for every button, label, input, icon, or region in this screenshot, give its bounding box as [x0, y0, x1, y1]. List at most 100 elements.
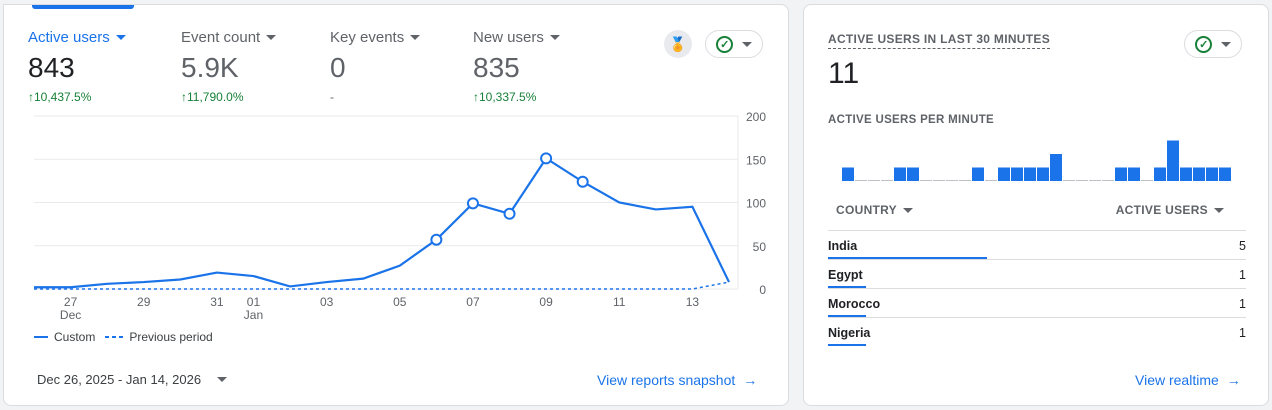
x-tick-label: 07 — [466, 295, 480, 309]
per-minute-bar-chart — [842, 140, 1231, 181]
minute-bar — [894, 167, 906, 181]
y-tick-label: 50 — [753, 240, 767, 254]
country-name: Morocco — [828, 297, 881, 311]
metric-value: 0 — [330, 52, 346, 83]
legend-label: Previous period — [129, 330, 213, 344]
view-realtime-link[interactable]: View realtime → — [1135, 372, 1241, 388]
arrow-up-icon: ↑ — [473, 90, 479, 104]
minute-bar — [842, 167, 854, 181]
caret-down-icon — [410, 35, 421, 40]
x-tick-label: 01 — [247, 295, 261, 309]
metric-label: Active users — [28, 29, 110, 46]
data-point-marker — [430, 233, 443, 246]
active-tab-indicator — [32, 5, 134, 9]
data-point-marker — [503, 207, 516, 220]
check-circle-icon: ✓ — [716, 35, 734, 53]
caret-down-icon — [741, 41, 752, 47]
share-bar — [828, 344, 866, 346]
share-bar — [828, 257, 987, 259]
x-tick-label: 13 — [686, 295, 700, 309]
metric-label: Key events — [330, 29, 405, 46]
table-row[interactable]: Egypt 1 — [828, 259, 1246, 288]
y-tick-label: 100 — [746, 197, 766, 211]
metric-value: 835 — [473, 52, 520, 83]
user-count: 1 — [1239, 297, 1246, 311]
date-range-picker[interactable]: Dec 26, 2025 - Jan 14, 2026 — [37, 372, 228, 387]
legend-previous: Previous period — [105, 330, 213, 344]
metric-delta: 11,790.0% — [187, 90, 244, 104]
minute-bar — [1050, 154, 1062, 181]
minute-bar — [1206, 167, 1218, 181]
data-quality-dropdown[interactable]: ✓ — [705, 30, 763, 58]
x-tick-sublabel: Jan — [244, 308, 263, 322]
user-count: 5 — [1239, 239, 1246, 253]
minute-bar — [998, 167, 1010, 181]
overview-card: Active users 843 ↑10,437.5% Event count … — [3, 4, 789, 406]
minute-bar — [1011, 167, 1023, 181]
metric-value: 5.9K — [181, 52, 239, 83]
insights-badge-icon[interactable]: 🏅 — [664, 30, 692, 58]
date-range-label: Dec 26, 2025 - Jan 14, 2026 — [37, 372, 202, 387]
share-bar — [828, 315, 866, 317]
metric-label: Event count — [181, 29, 261, 46]
realtime-title[interactable]: ACTIVE USERS IN LAST 30 MINUTES — [828, 32, 1050, 49]
caret-down-icon — [1214, 207, 1224, 213]
metric-delta: - — [330, 90, 334, 104]
share-bar — [828, 286, 866, 288]
minute-bar — [1037, 167, 1049, 181]
link-label: View reports snapshot — [597, 372, 736, 388]
country-name: India — [828, 239, 858, 253]
chart-legend: Custom Previous period — [34, 330, 213, 344]
caret-down-icon — [217, 377, 228, 382]
realtime-value: 11 — [828, 57, 860, 90]
x-tick-label: 29 — [137, 295, 151, 309]
minute-bar — [1115, 167, 1127, 181]
header-label: COUNTRY — [836, 203, 897, 217]
x-tick-label: 11 — [613, 295, 626, 309]
realtime-card: ACTIVE USERS IN LAST 30 MINUTES ✓ 11 ACT… — [803, 4, 1269, 406]
metric-delta: 10,437.5% — [34, 90, 92, 104]
y-tick-label: 150 — [746, 153, 766, 167]
metric-delta: 10,337.5% — [479, 90, 537, 104]
minute-bar — [1219, 167, 1231, 181]
caret-down-icon — [903, 207, 913, 213]
x-tick-label: 27 — [64, 295, 78, 309]
country-column-header[interactable]: COUNTRY — [836, 203, 913, 217]
arrow-right-icon: → — [743, 372, 758, 388]
view-reports-snapshot-link[interactable]: View reports snapshot → — [597, 372, 757, 388]
caret-down-icon — [549, 35, 560, 40]
metric-label: New users — [473, 29, 544, 46]
table-row[interactable]: Morocco 1 — [828, 288, 1246, 317]
data-point-marker — [540, 152, 553, 165]
arrow-right-icon: → — [1226, 372, 1241, 388]
data-point-marker — [576, 175, 589, 188]
minute-bar — [1024, 167, 1036, 181]
active-users-column-header[interactable]: ACTIVE USERS — [1116, 203, 1224, 217]
country-name: Egypt — [828, 268, 863, 282]
data-point-marker — [466, 197, 479, 210]
caret-down-icon — [115, 35, 126, 40]
per-minute-label: ACTIVE USERS PER MINUTE — [828, 114, 995, 126]
minute-bar — [1193, 167, 1205, 181]
check-circle-icon: ✓ — [1195, 35, 1213, 53]
metric-active-users[interactable]: Active users 843 ↑10,437.5% — [28, 29, 126, 104]
table-row[interactable]: Nigeria 1 — [828, 317, 1246, 346]
data-quality-dropdown[interactable]: ✓ — [1184, 30, 1242, 58]
legend-custom: Custom — [34, 330, 95, 344]
metric-value: 843 — [28, 52, 75, 83]
metric-event-count[interactable]: Event count 5.9K ↑11,790.0% — [181, 29, 277, 104]
minute-bar — [1167, 140, 1179, 181]
x-tick-label: 31 — [210, 295, 224, 309]
metric-key-events[interactable]: Key events 0 - — [330, 29, 421, 104]
user-count: 1 — [1239, 326, 1246, 340]
minute-bar — [972, 167, 984, 181]
metric-new-users[interactable]: New users 835 ↑10,337.5% — [473, 29, 560, 104]
y-tick-label: 0 — [759, 283, 766, 297]
x-tick-sublabel: Dec — [60, 308, 81, 322]
arrow-up-icon: ↑ — [181, 90, 187, 104]
user-count: 1 — [1239, 268, 1246, 282]
minute-bar — [907, 167, 919, 181]
table-row[interactable]: India 5 — [828, 230, 1246, 259]
arrow-up-icon: ↑ — [28, 90, 34, 104]
